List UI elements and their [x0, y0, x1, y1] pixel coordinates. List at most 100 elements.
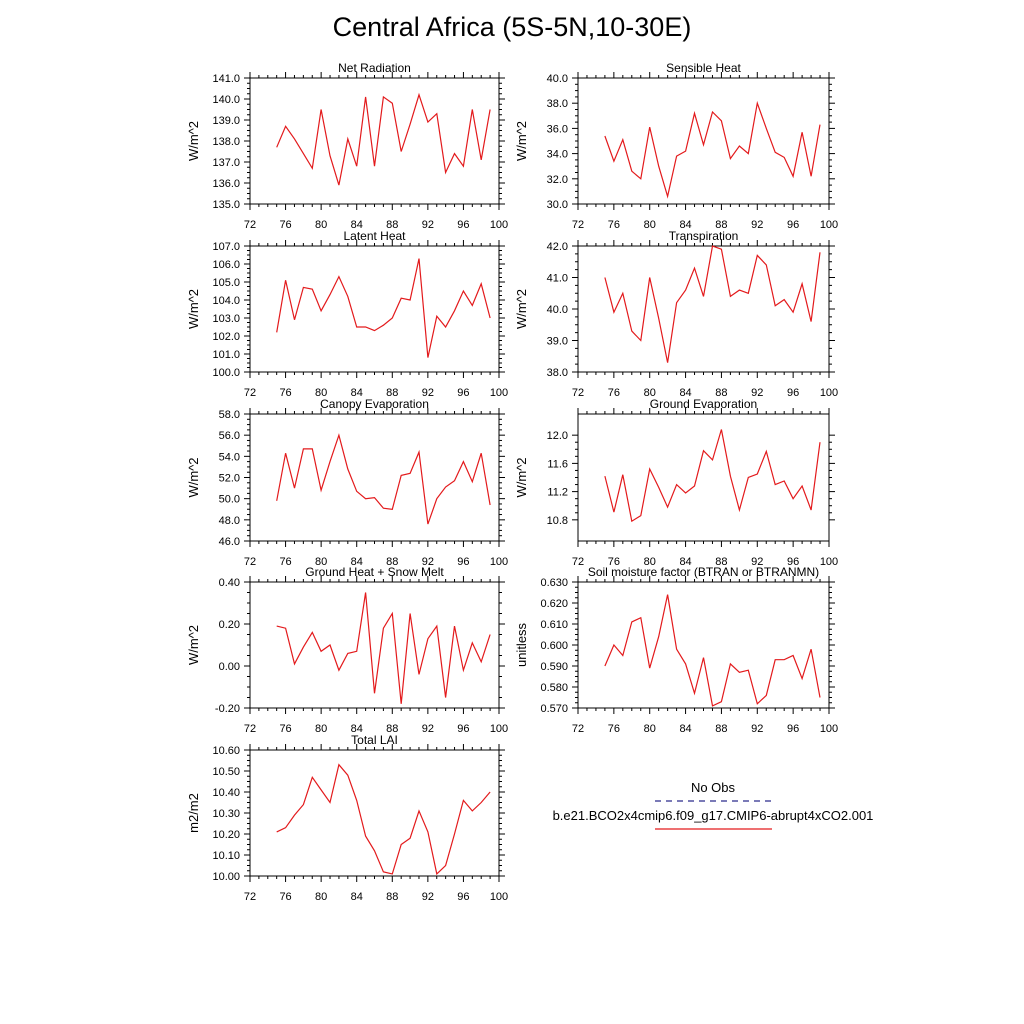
y-tick-label: 30.0	[547, 199, 568, 211]
x-tick-label: 76	[279, 723, 291, 735]
y-tick-label: 135.0	[212, 199, 240, 211]
y-tick-label: 0.20	[219, 619, 240, 631]
x-tick-label: 84	[679, 219, 691, 231]
plot-frame	[577, 77, 830, 205]
x-tick-label: 80	[315, 387, 327, 399]
y-tick-label: 40.0	[547, 304, 568, 316]
panel-title: Ground Heat + Snow Melt	[305, 565, 444, 579]
y-axis-label: W/m^2	[186, 121, 201, 161]
y-axis-label: W/m^2	[514, 121, 529, 161]
series-line	[604, 245, 821, 363]
panel-title: Transpiration	[669, 229, 739, 243]
x-tick-label: 88	[715, 219, 727, 231]
x-tick-label: 92	[422, 891, 434, 903]
x-tick-label: 76	[279, 891, 291, 903]
plot-frame	[249, 245, 500, 373]
series-line	[276, 592, 491, 704]
y-tick-label: 0.40	[219, 577, 240, 589]
plot-frame	[249, 749, 500, 877]
x-tick-label: 84	[679, 556, 691, 568]
y-tick-label: 0.600	[540, 640, 568, 652]
x-tick-label: 72	[572, 219, 584, 231]
y-tick-label: 38.0	[547, 98, 568, 110]
plot-frame	[249, 413, 500, 542]
y-tick-label: 10.30	[212, 808, 240, 820]
x-tick-label: 96	[787, 387, 799, 399]
y-tick-label: 0.590	[540, 661, 568, 673]
x-tick-label: 72	[572, 556, 584, 568]
x-tick-label: 80	[644, 556, 656, 568]
x-tick-label: 88	[386, 219, 398, 231]
x-tick-label: 72	[244, 219, 256, 231]
x-tick-label: 96	[787, 723, 799, 735]
x-tick-label: 96	[457, 387, 469, 399]
y-tick-label: 10.10	[212, 850, 240, 862]
y-tick-label: 39.0	[547, 336, 568, 348]
x-tick-label: 88	[715, 387, 727, 399]
y-tick-label: 138.0	[212, 136, 240, 148]
y-axis-label: W/m^2	[186, 289, 201, 329]
y-tick-label: 140.0	[212, 94, 240, 106]
x-tick-label: 72	[244, 723, 256, 735]
series-line	[604, 100, 821, 199]
x-tick-label: 80	[644, 387, 656, 399]
x-tick-label: 76	[608, 387, 620, 399]
chart-panel: Total LAI m2/m2 72 76 80 84 88 92 96 100 10.00 10.1…	[186, 733, 508, 903]
y-tick-label: 54.0	[219, 451, 240, 463]
x-tick-label: 84	[351, 723, 363, 735]
x-tick-label: 76	[608, 723, 620, 735]
x-tick-label: 96	[457, 891, 469, 903]
y-tick-label: 10.8	[547, 515, 568, 527]
y-tick-label: 104.0	[212, 295, 240, 307]
y-tick-label: 42.0	[547, 241, 568, 253]
y-tick-label: 10.00	[212, 871, 240, 883]
x-tick-label: 100	[490, 556, 508, 568]
y-tick-label: 103.0	[212, 313, 240, 325]
x-tick-label: 76	[608, 219, 620, 231]
y-tick-label: 41.0	[547, 273, 568, 285]
x-tick-label: 96	[787, 219, 799, 231]
y-tick-label: 10.40	[212, 787, 240, 799]
y-tick-label: 11.6	[547, 458, 568, 470]
panel-title: Canopy Evaporation	[320, 397, 429, 411]
chart-panel: Sensible Heat W/m^2 72 76 80 84 88 92 96 100 30.0 3…	[514, 61, 838, 231]
x-tick-label: 96	[787, 556, 799, 568]
x-tick-label: 76	[279, 387, 291, 399]
x-tick-label: 72	[244, 387, 256, 399]
y-tick-label: 0.630	[540, 577, 568, 589]
series-line	[604, 594, 821, 707]
x-tick-label: 80	[315, 891, 327, 903]
panel-title: Net Radiation	[338, 61, 411, 75]
y-tick-label: 0.610	[540, 619, 568, 631]
legend: No Obs b.e21.BCO2x4cmip6.f09_g17.CMIP6-ab…	[553, 780, 874, 830]
x-tick-label: 100	[820, 723, 838, 735]
x-tick-label: 84	[679, 387, 691, 399]
y-tick-label: 46.0	[219, 536, 240, 548]
x-tick-label: 100	[490, 723, 508, 735]
y-tick-label: 107.0	[212, 241, 240, 253]
x-tick-label: 88	[715, 723, 727, 735]
y-tick-label: 32.0	[547, 174, 568, 186]
panel-title: Total LAI	[351, 733, 398, 747]
x-tick-label: 92	[751, 723, 763, 735]
y-axis-label: m2/m2	[186, 793, 201, 833]
y-axis-label: W/m^2	[186, 457, 201, 497]
y-tick-label: 10.60	[212, 745, 240, 757]
x-tick-label: 100	[820, 219, 838, 231]
y-tick-label: 0.620	[540, 598, 568, 610]
figure-title: Central Africa (5S-5N,10-30E)	[332, 12, 692, 42]
panel-title: Sensible Heat	[666, 61, 741, 75]
x-tick-label: 100	[820, 556, 838, 568]
chart-panel: Latent Heat W/m^2 72 76 80 84 88 92 96 100 100.0 10…	[186, 229, 508, 399]
plot-frame	[577, 581, 830, 709]
y-axis-label: W/m^2	[514, 457, 529, 497]
x-tick-label: 80	[644, 219, 656, 231]
x-tick-label: 100	[490, 891, 508, 903]
legend-label-model: b.e21.BCO2x4cmip6.f09_g17.CMIP6-abrupt4x…	[553, 808, 874, 823]
y-axis-label: W/m^2	[514, 289, 529, 329]
y-tick-label: -0.20	[215, 703, 240, 715]
x-tick-label: 84	[679, 723, 691, 735]
panel-title: Soil moisture factor (BTRAN or BTRANMN)	[588, 565, 819, 579]
y-tick-label: 10.20	[212, 829, 240, 841]
